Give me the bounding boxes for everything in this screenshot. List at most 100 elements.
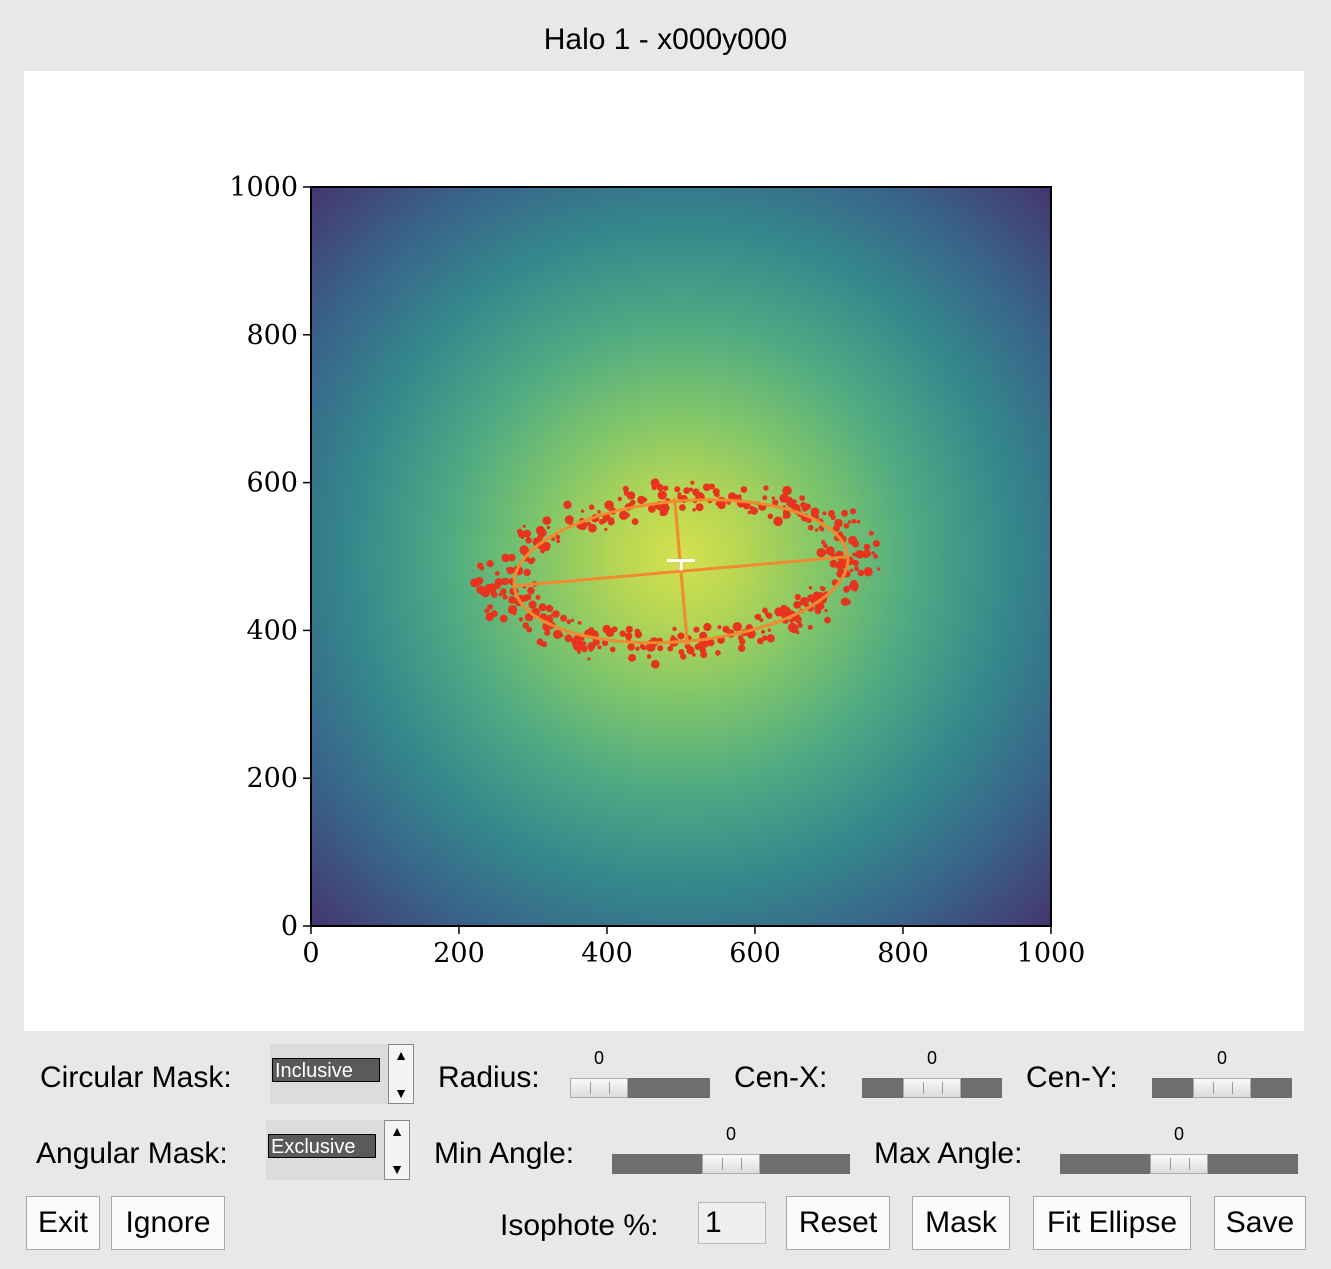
isophote-point (794, 615, 802, 624)
isophote-point (842, 601, 846, 605)
isophote-point (527, 586, 535, 595)
isophote-point (490, 589, 496, 595)
isophote-point (581, 641, 587, 646)
save-button[interactable]: Save (1214, 1196, 1306, 1250)
max-angle-slider[interactable]: 0 (1060, 1122, 1298, 1182)
isophote-point (494, 571, 500, 576)
isophote-point (690, 480, 695, 485)
ellipse-minor-axis (673, 497, 689, 645)
isophote-point (528, 600, 537, 609)
spin-down-icon[interactable]: ▼ (394, 1085, 408, 1101)
isophote-point (588, 647, 594, 652)
spin-up-icon[interactable]: ▲ (394, 1047, 408, 1063)
isophote-point (587, 657, 591, 661)
isophote-point (631, 518, 639, 525)
isophote-point (619, 510, 629, 520)
isophote-point (787, 496, 793, 502)
isophote-point (871, 551, 875, 555)
angular-mask-value[interactable]: Exclusive (268, 1134, 376, 1158)
isophote-point (641, 645, 647, 651)
isophote-point (857, 569, 865, 577)
isophote-point (807, 624, 813, 630)
isophote-point (604, 527, 608, 531)
isophote-point (501, 577, 509, 586)
cen-x-slider-handle[interactable] (903, 1078, 961, 1098)
isophote-point (683, 487, 691, 494)
isophote-point (486, 560, 494, 568)
isophote-point (841, 509, 848, 517)
isophote-point (657, 645, 664, 652)
isophote-point (801, 505, 809, 512)
isophote-point (659, 511, 664, 516)
reset-button[interactable]: Reset (786, 1196, 890, 1250)
isophote-point (518, 617, 524, 622)
isophote-point (555, 534, 561, 540)
plot-canvas[interactable]: 0 200 400 600 800 1000 0 200 400 600 800 1000 (24, 71, 1304, 1031)
y-tick-label: 1000 (229, 172, 298, 203)
isophote-point (707, 638, 715, 647)
min-angle-slider[interactable]: 0 (612, 1122, 850, 1182)
isophote-point (648, 505, 656, 513)
isophote-point (571, 618, 575, 622)
cen-y-slider[interactable]: 0 (1152, 1046, 1292, 1106)
heatmap-plot[interactable]: 0 200 400 600 800 1000 0 200 400 600 800 1000 (24, 71, 1304, 1031)
isophote-point (605, 627, 615, 637)
isophote-point (807, 524, 814, 531)
isophote-label: Isophote %: (500, 1209, 659, 1242)
circular-mask-value[interactable]: Inclusive (272, 1058, 380, 1082)
y-tick-label: 400 (246, 615, 298, 646)
circular-mask-spinbox[interactable]: Inclusive ▲ ▼ (270, 1044, 414, 1104)
spin-down-icon[interactable]: ▼ (390, 1161, 404, 1177)
isophote-point (581, 645, 588, 653)
cen-y-slider-handle[interactable] (1193, 1078, 1251, 1098)
isophote-point (712, 488, 720, 496)
isophote-point (657, 490, 667, 500)
ignore-button[interactable]: Ignore (111, 1196, 225, 1250)
isophote-point (702, 483, 711, 492)
isophote-point (797, 622, 803, 628)
isophote-point (525, 537, 532, 544)
radius-slider[interactable]: 0 (570, 1046, 710, 1106)
fit-ellipse-button[interactable]: Fit Ellipse (1033, 1196, 1191, 1250)
isophote-point (588, 523, 597, 533)
isophote-point (677, 495, 682, 500)
isophote-point (766, 634, 775, 643)
isophote-point (487, 604, 493, 610)
isophote-point (740, 486, 748, 493)
isophote-point (699, 647, 706, 654)
isophote-point (742, 501, 751, 510)
max-angle-slider-handle[interactable] (1150, 1154, 1208, 1174)
angular-mask-spinbox[interactable]: Exclusive ▲ ▼ (266, 1120, 410, 1180)
isophote-point (625, 632, 633, 640)
isophote-point (759, 618, 764, 623)
mask-button[interactable]: Mask (912, 1196, 1010, 1250)
x-tick-label: 400 (581, 938, 633, 969)
isophote-point (501, 553, 510, 563)
isophote-point (560, 614, 568, 622)
isophote-point (542, 516, 552, 525)
radius-slider-handle[interactable] (570, 1078, 628, 1098)
isophote-point (577, 621, 582, 625)
isophote-point (872, 540, 881, 548)
isophote-point (646, 654, 652, 659)
isophote-point (824, 608, 828, 613)
exit-button[interactable]: Exit (26, 1196, 100, 1250)
min-angle-label: Min Angle: (434, 1137, 575, 1170)
cen-x-slider[interactable]: 0 (862, 1046, 1002, 1106)
isophote-point (545, 604, 554, 613)
isophote-point (528, 558, 535, 565)
isophote-point (863, 543, 871, 551)
cen-x-value: 0 (926, 1048, 937, 1068)
x-tick-label: 600 (729, 938, 781, 969)
isophote-point (767, 628, 771, 632)
isophote-point (840, 562, 847, 568)
isophote-point (566, 619, 572, 625)
isophote-point (502, 594, 508, 600)
isophote-input[interactable] (698, 1202, 766, 1244)
isophote-point (551, 537, 555, 542)
min-angle-slider-handle[interactable] (702, 1154, 760, 1174)
isophote-point (686, 646, 695, 655)
spin-up-icon[interactable]: ▲ (390, 1123, 404, 1139)
isophote-point (650, 478, 660, 488)
isophote-point (737, 635, 744, 641)
